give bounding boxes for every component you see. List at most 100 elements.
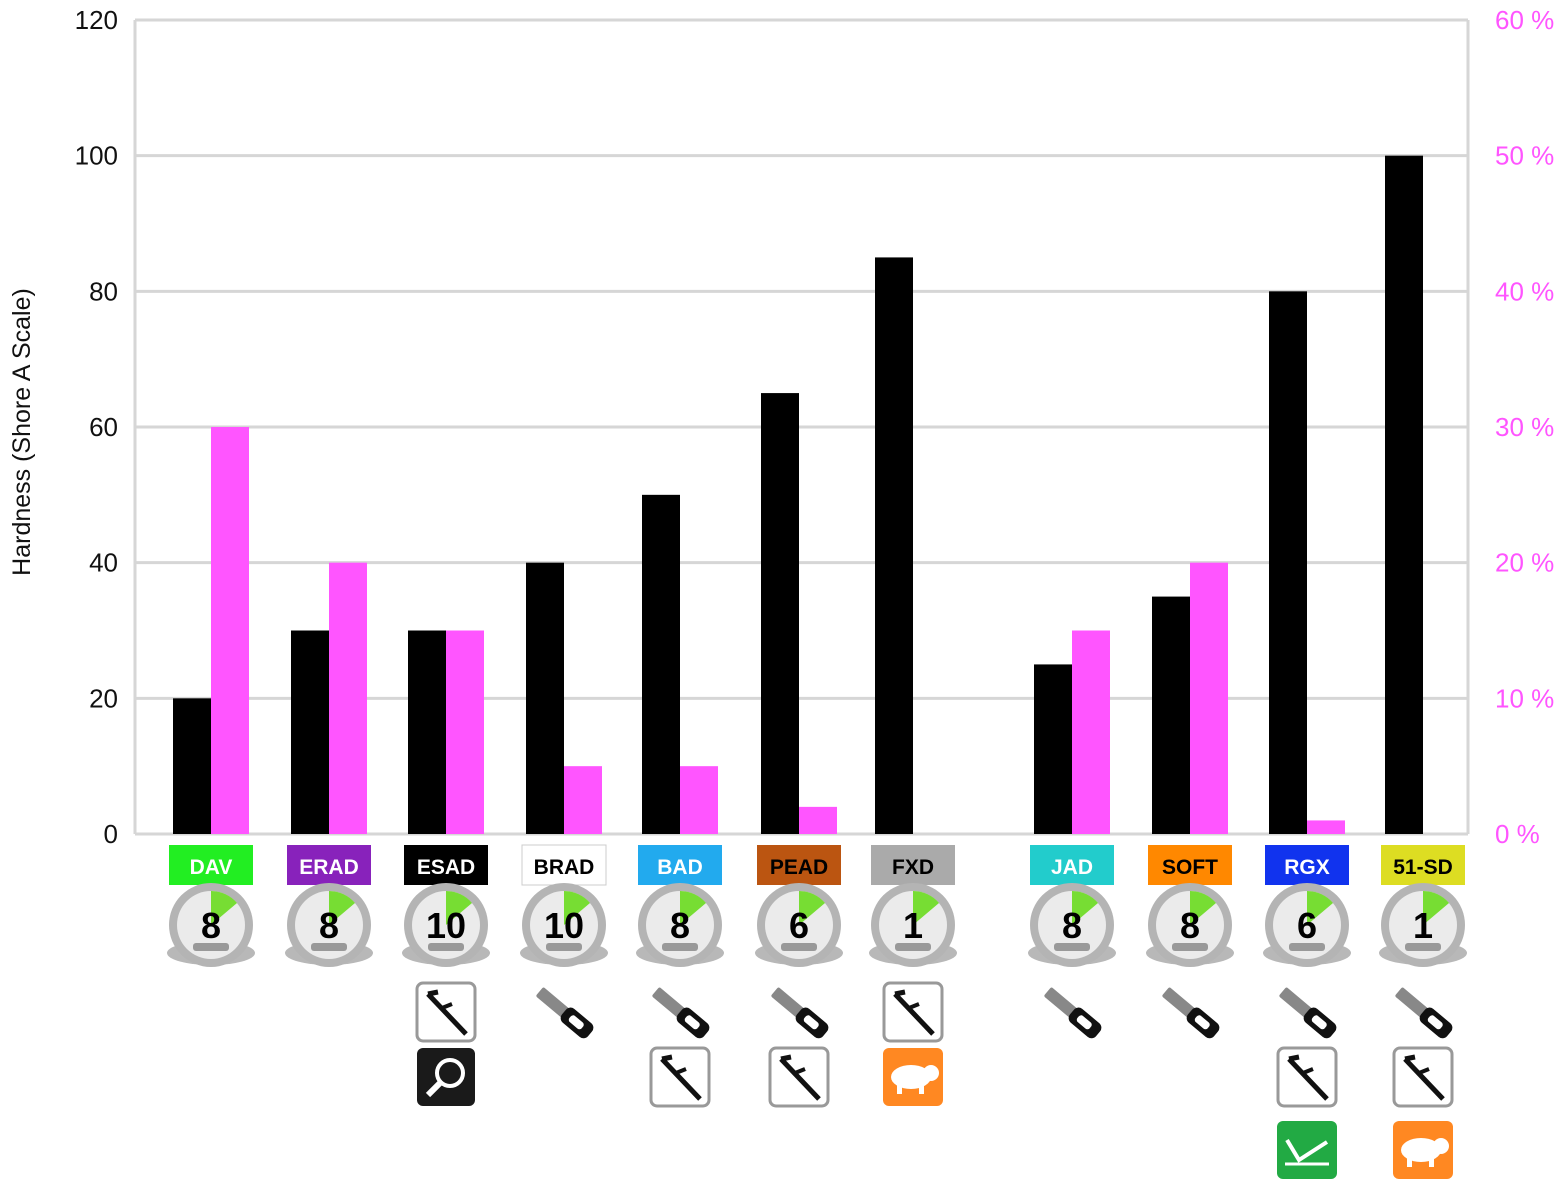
timer-wedge [211,890,237,925]
badge-background [871,845,955,885]
bar-percent [564,766,602,834]
category-label: PEAD [770,856,828,879]
timer-value: 10 [426,905,466,946]
bar-percent [1072,630,1110,834]
bar-hardness [291,630,329,834]
caliper-icon [649,1046,711,1108]
timer-icon: 8 [167,883,255,967]
bar-percent [1307,820,1345,834]
bar-hardness [408,630,446,834]
category-badge: DAV [169,845,253,885]
timer-icon: 8 [636,883,724,967]
knife-icon [1279,987,1337,1039]
timer-value: 8 [670,905,690,946]
y2-tick-label: 0 % [1495,819,1540,849]
caliper-icon [1392,1046,1454,1108]
category-badge: FXD [871,845,955,885]
timer-value: 10 [544,905,584,946]
timer-value: 6 [789,905,809,946]
caliper-icon [415,981,477,1043]
bar-percent [680,766,718,834]
timer-caption-mark [1054,943,1090,951]
knife-icon [1162,987,1220,1039]
category-badges: DAV ERAD ESAD BRAD BAD PEAD FXD JAD SOFT RGX 51-SD [169,844,1465,886]
badge-background [1381,845,1465,885]
timer-wedge [446,890,472,925]
pig-icon [1393,1121,1453,1179]
caliper-icon [882,981,944,1043]
caliper-icon [1276,1046,1338,1108]
y-axis-ticks: 0 20 40 60 80 100 120 [75,5,118,849]
badge-background [638,845,722,885]
y2-tick-label: 40 % [1495,276,1554,306]
bar-percent [799,806,837,834]
timer-wedge [680,890,706,925]
category-badge: ERAD [287,845,371,885]
timer-icons: 8 8 10 10 8 6 1 8 8 6 1 [167,883,1467,967]
category-label: 51-SD [1393,856,1453,879]
timer-icon: 8 [1028,883,1116,967]
bar-hardness [526,562,564,834]
bars [173,155,1423,835]
y-tick-label: 100 [75,141,118,171]
magnifier-icon [417,1048,475,1106]
y-tick-label: 0 [104,819,118,849]
bar-hardness [1152,596,1190,834]
y2-axis-ticks: 0 % 10 % 20 % 30 % 40 % 50 % 60 % [1495,5,1554,849]
tool-icons [415,981,1454,1179]
badge-background [1265,845,1349,885]
timer-wedge [564,890,590,925]
timer-value: 6 [1297,905,1317,946]
y-tick-label: 20 [89,683,118,713]
category-badge: 51-SD [1381,845,1465,885]
timer-wedge [329,890,355,925]
timer-wedge [1072,890,1098,925]
timer-caption-mark [1172,943,1208,951]
bar-percent [1190,562,1228,834]
bar-hardness [1385,155,1423,834]
timer-caption-mark [1405,943,1441,951]
badge-background [287,845,371,885]
category-label: DAV [190,856,233,879]
caliper-icon [768,1046,830,1108]
knife-icon [1044,987,1102,1039]
timer-wedge [913,890,939,925]
timer-caption-mark [428,943,464,951]
category-badge: ESAD [404,845,488,885]
y-tick-label: 40 [89,548,118,578]
bar-hardness [761,393,799,834]
bar-percent [446,630,484,834]
category-badge: BAD [638,845,722,885]
timer-caption-mark [1289,943,1325,951]
timer-wedge [1307,890,1333,925]
timer-icon: 6 [755,883,843,967]
timer-value: 8 [201,905,221,946]
y-axis-label: Hardness (Shore A Scale) [8,288,36,576]
category-label: RGX [1284,856,1330,879]
timer-caption-mark [311,943,347,951]
bar-hardness [1269,291,1307,834]
timer-wedge [1190,890,1216,925]
timer-value: 8 [1062,905,1082,946]
timer-value: 8 [1180,905,1200,946]
knife-icon [771,987,829,1039]
badge-background [521,844,607,886]
knife-icon [536,987,594,1039]
category-badge: SOFT [1148,845,1232,885]
badge-background [169,845,253,885]
category-label: ERAD [299,856,359,879]
badge-background [1148,845,1232,885]
y2-tick-label: 20 % [1495,548,1554,578]
bar-percent [211,427,249,834]
timer-icon: 10 [402,883,490,967]
y2-tick-label: 50 % [1495,141,1554,171]
category-badge: RGX [1265,845,1349,885]
timer-icon: 10 [520,883,608,967]
category-label: ESAD [417,856,475,879]
timer-caption-mark [895,943,931,951]
timer-caption-mark [546,943,582,951]
y-tick-label: 60 [89,412,118,442]
timer-wedge [799,890,825,925]
badge-background [757,845,841,885]
